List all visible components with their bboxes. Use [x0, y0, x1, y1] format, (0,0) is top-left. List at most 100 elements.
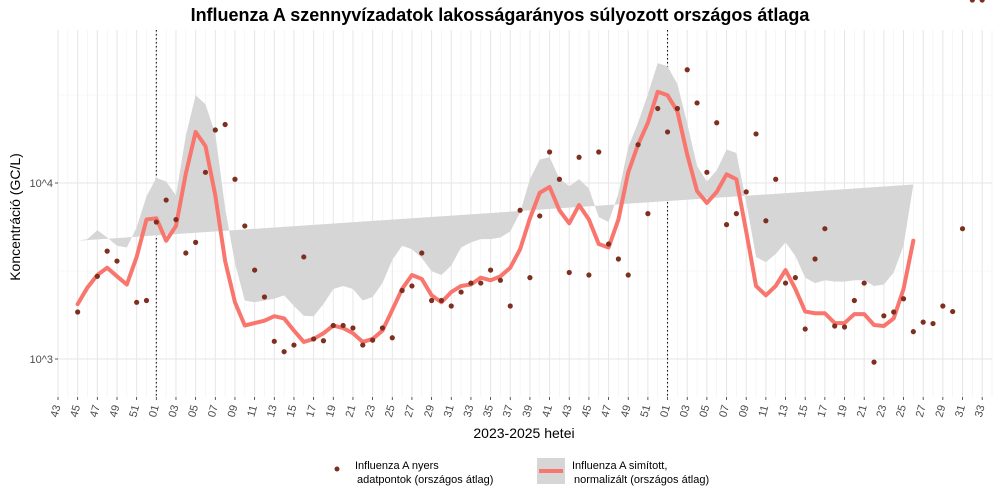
x-axis-title: 2023-2025 hetei — [473, 425, 574, 441]
data-point — [900, 296, 907, 302]
data-point — [389, 335, 395, 341]
y-axis-title: Koncentráció (GC/L) — [7, 153, 23, 281]
data-point — [832, 323, 838, 329]
x-tick-label: 27 — [403, 404, 418, 419]
x-tick-label: 25 — [894, 404, 909, 419]
x-tick-label: 49 — [108, 404, 123, 419]
data-point — [861, 280, 867, 286]
x-tick-label: 11 — [245, 404, 260, 418]
data-point — [517, 207, 523, 213]
data-point — [664, 129, 671, 135]
data-point — [311, 336, 317, 342]
x-tick-label: 13 — [265, 404, 280, 419]
x-tick-label: 07 — [206, 404, 221, 419]
legend-line-label-line2: normalizált (országos átlag) — [574, 474, 709, 486]
x-tick-label: 17 — [304, 404, 319, 419]
x-tick-label: 51 — [127, 404, 142, 419]
data-point — [291, 342, 297, 348]
data-point — [822, 226, 828, 232]
x-tick-label: 37 — [501, 404, 516, 419]
x-tick-label: 13 — [776, 404, 791, 419]
legend: Influenza A nyers adatpontok (országos á… — [334, 458, 709, 486]
data-point — [370, 337, 376, 343]
legend-points-label-line2: adatpontok (országos átlag) — [357, 474, 493, 486]
x-tick-label: 41 — [540, 404, 555, 419]
legend-line-label-line1: Influenza A simított, — [572, 460, 667, 472]
x-tick-label: 47 — [599, 404, 614, 419]
x-tick-label: 23 — [875, 404, 890, 419]
data-point — [792, 275, 798, 281]
data-point — [114, 258, 120, 264]
legend-point-key — [334, 466, 340, 472]
legend-points-label-line1: Influenza A nyers — [355, 460, 439, 472]
x-tick-label: 01 — [658, 404, 673, 419]
data-point — [635, 142, 641, 148]
x-tick-label: 07 — [717, 404, 732, 419]
x-tick-label: 45 — [68, 404, 83, 419]
data-point — [448, 303, 454, 309]
chart-title: Influenza A szennyvízadatok lakosságarán… — [190, 5, 810, 25]
x-tick-label: 25 — [383, 404, 398, 419]
data-point — [261, 294, 268, 300]
y-tick-label: 10^4 — [29, 178, 53, 190]
data-point — [773, 176, 779, 182]
x-tick-label: 19 — [835, 404, 850, 419]
data-point — [301, 254, 307, 260]
data-point — [340, 322, 346, 329]
x-tick-label: 23 — [363, 404, 378, 419]
x-tick-label: 03 — [167, 404, 182, 419]
confidence-band — [77, 63, 914, 317]
data-point — [487, 267, 494, 273]
x-tick-label: 15 — [285, 404, 300, 419]
x-tick-label: 43 — [49, 404, 64, 419]
data-point — [222, 121, 228, 128]
x-tick-label: 21 — [344, 404, 359, 419]
data-point — [841, 324, 848, 330]
data-point — [320, 338, 327, 344]
x-tick-label: 51 — [639, 404, 654, 419]
x-tick-label: 05 — [186, 404, 201, 419]
data-point — [193, 239, 199, 245]
x-tick-label: 47 — [88, 404, 103, 419]
x-tick-label: 11 — [757, 404, 772, 418]
x-tick-label: 03 — [678, 404, 693, 419]
data-point — [586, 272, 592, 278]
data-point — [153, 219, 159, 225]
data-point — [379, 325, 386, 331]
data-point — [851, 297, 857, 304]
x-tick-label: 21 — [855, 404, 870, 419]
x-tick-label: 29 — [422, 404, 437, 419]
data-point — [979, 0, 985, 3]
data-point — [173, 216, 179, 223]
data-point — [674, 105, 680, 112]
x-tick-label: 17 — [816, 404, 831, 419]
data-point — [704, 169, 710, 175]
data-point — [183, 250, 189, 256]
data-point — [468, 280, 474, 286]
data-point — [714, 120, 720, 126]
x-tick-label: 49 — [619, 404, 634, 419]
data-point — [871, 359, 877, 365]
data-point — [271, 338, 277, 344]
data-point — [802, 326, 808, 332]
data-point — [940, 303, 946, 309]
data-point — [252, 267, 258, 273]
x-tick-label: 35 — [481, 404, 496, 419]
x-tick-label: 45 — [580, 404, 595, 419]
data-point — [350, 325, 356, 331]
data-point — [684, 67, 690, 73]
data-point — [232, 176, 238, 182]
data-point — [576, 154, 582, 160]
data-point — [645, 211, 651, 217]
x-tick-label: 05 — [698, 404, 713, 419]
data-point — [163, 197, 169, 203]
data-point — [104, 248, 110, 254]
data-point — [950, 308, 956, 315]
data-point — [94, 273, 100, 279]
data-point — [891, 309, 897, 315]
data-point — [959, 226, 966, 232]
data-point — [242, 223, 248, 229]
data-point — [782, 280, 789, 286]
data-point — [812, 256, 818, 262]
